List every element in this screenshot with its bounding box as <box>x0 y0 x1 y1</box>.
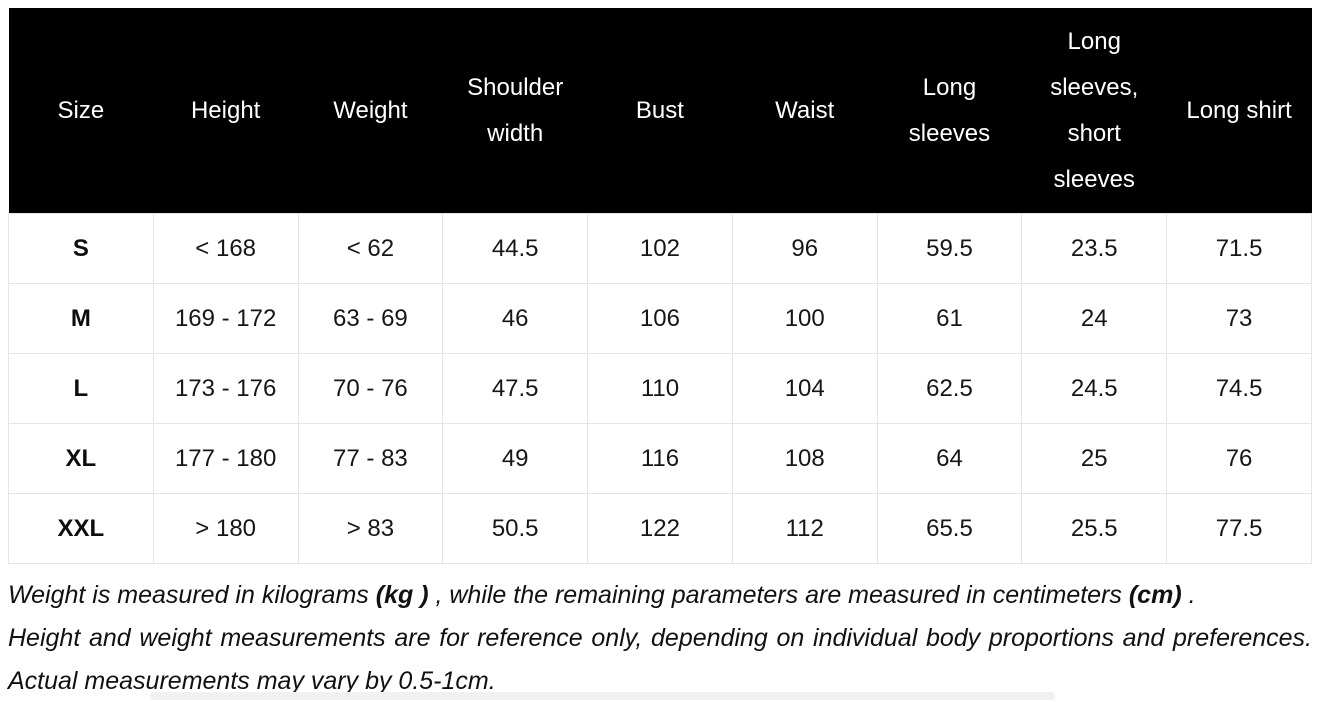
measurement-cell: 73 <box>1166 283 1312 354</box>
size-chart-body: S < 168 < 62 44.5 102 96 59.5 23.5 71.5 M 169 - 17… <box>8 213 1312 564</box>
measurement-cell: 47.5 <box>442 353 589 424</box>
measurement-cell: 64 <box>876 423 1023 494</box>
measurement-notes: Weight is measured in kilograms (kg ) , … <box>8 574 1312 702</box>
note-units-text-1: Weight is measured in kilograms <box>8 581 376 609</box>
note-units-kg: (kg ) <box>375 581 429 609</box>
column-header-long-sleeves-short-sleeves: Long sleeves, short sleeves <box>1021 8 1167 214</box>
measurement-cell: 116 <box>587 423 733 494</box>
measurement-cell: 106 <box>587 283 733 354</box>
measurement-cell: 59.5 <box>876 213 1023 284</box>
table-row-m: M 169 - 172 63 - 69 46 106 100 61 24 73 <box>8 283 1312 354</box>
measurement-cell: 44.5 <box>442 213 589 284</box>
measurement-cell: 50.5 <box>442 493 589 564</box>
measurement-cell: 61 <box>876 283 1023 354</box>
column-header-long-shirt: Long shirt <box>1166 8 1312 214</box>
measurement-cell: 173 - 176 <box>152 353 299 424</box>
size-chart-table: Size Height Weight Shoulder width Bust Waist L… <box>8 8 1312 564</box>
column-header-weight: Weight <box>298 8 443 214</box>
measurement-cell: 71.5 <box>1166 213 1312 284</box>
measurement-cell: 108 <box>731 423 878 494</box>
measurement-cell: 49 <box>442 423 589 494</box>
table-row-l: L 173 - 176 70 - 76 47.5 110 104 62.5 24.5 74.5 <box>8 353 1312 424</box>
note-units-cm: (cm) <box>1128 581 1182 609</box>
column-header-shoulder-width: Shoulder width <box>442 8 588 214</box>
measurement-cell: 96 <box>731 213 878 284</box>
measurement-cell: 23.5 <box>1021 213 1168 284</box>
table-row-xxl: XXL > 180 > 83 50.5 122 112 65.5 25.5 77.5 <box>8 493 1312 564</box>
header-row: Size Height Weight Shoulder width Bust Waist L… <box>8 8 1312 214</box>
note-units-text-2: , while the remaining parameters are mea… <box>428 581 1129 609</box>
note-units-text-3: . <box>1181 581 1196 609</box>
measurement-cell: 24.5 <box>1021 353 1168 424</box>
measurement-cell: 169 - 172 <box>152 283 299 354</box>
measurement-cell: 122 <box>587 493 733 564</box>
column-header-size: Size <box>8 8 154 214</box>
size-chart-header: Size Height Weight Shoulder width Bust Waist L… <box>8 8 1312 214</box>
measurement-cell: 76 <box>1166 423 1312 494</box>
measurement-cell: 24 <box>1021 283 1168 354</box>
size-label-cell: XL <box>8 423 154 494</box>
measurement-cell: 25 <box>1021 423 1168 494</box>
measurement-cell: 177 - 180 <box>152 423 299 494</box>
measurement-cell: 100 <box>731 283 878 354</box>
measurement-cell: 104 <box>731 353 878 424</box>
measurement-cell: > 180 <box>152 493 299 564</box>
measurement-cell: 112 <box>731 493 878 564</box>
measurement-cell: 63 - 69 <box>297 283 444 354</box>
measurement-cell: 65.5 <box>876 493 1023 564</box>
table-row-xl: XL 177 - 180 77 - 83 49 116 108 64 25 76 <box>8 423 1312 494</box>
horizontal-scrollbar-thumb[interactable] <box>150 692 1055 700</box>
measurement-cell: 74.5 <box>1166 353 1312 424</box>
size-label-cell: M <box>8 283 154 354</box>
measurement-cell: < 62 <box>297 213 444 284</box>
measurement-cell: 102 <box>587 213 733 284</box>
measurement-cell: < 168 <box>152 213 299 284</box>
measurement-cell: 62.5 <box>876 353 1023 424</box>
measurement-cell: 110 <box>587 353 733 424</box>
column-header-long-sleeves: Long sleeves <box>877 8 1022 214</box>
size-label-cell: S <box>8 213 154 284</box>
note-units: Weight is measured in kilograms (kg ) , … <box>8 574 1312 617</box>
column-header-height: Height <box>153 8 299 214</box>
size-label-cell: L <box>8 353 154 424</box>
column-header-waist: Waist <box>732 8 878 214</box>
column-header-bust: Bust <box>587 8 733 214</box>
measurement-cell: 77.5 <box>1166 493 1312 564</box>
measurement-cell: 46 <box>442 283 589 354</box>
note-reference: Height and weight measurements are for r… <box>8 624 1312 695</box>
measurement-cell: 70 - 76 <box>297 353 444 424</box>
measurement-cell: > 83 <box>297 493 444 564</box>
measurement-cell: 25.5 <box>1021 493 1168 564</box>
table-row-s: S < 168 < 62 44.5 102 96 59.5 23.5 71.5 <box>8 213 1312 284</box>
size-label-cell: XXL <box>8 493 154 564</box>
measurement-cell: 77 - 83 <box>297 423 444 494</box>
